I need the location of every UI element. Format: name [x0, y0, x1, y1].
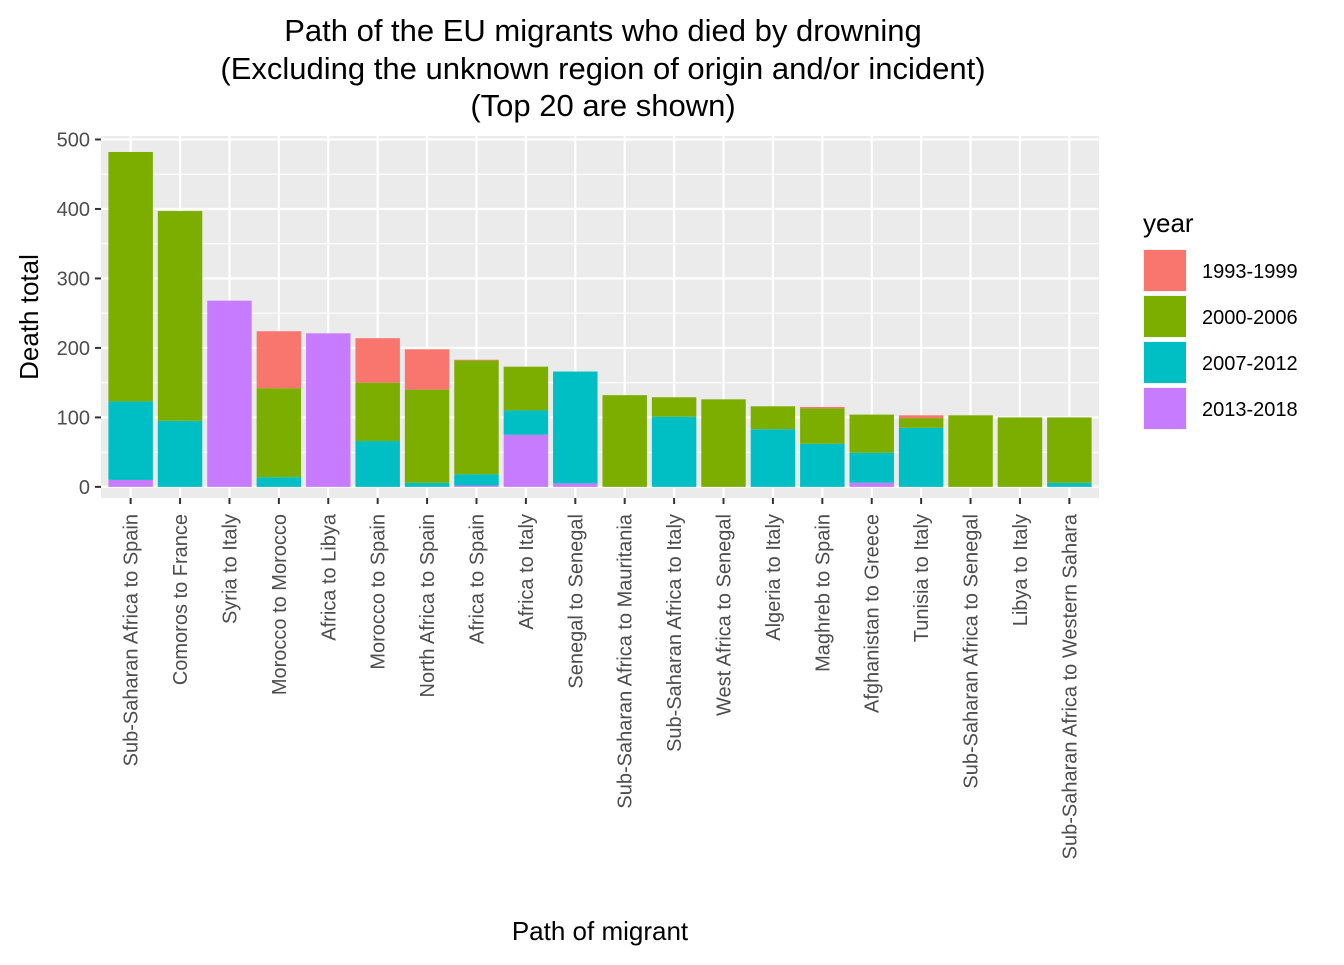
bar-africa-to-italy-2007-2012 — [503, 410, 549, 435]
bar-africa-to-spain-2013-2018 — [454, 485, 499, 487]
bar-africa-to-spain-2000-2006 — [454, 360, 499, 475]
chart-title-line-1: Path of the EU migrants who died by drow… — [284, 13, 922, 48]
bar-morocco-to-spain-1993-1999 — [355, 338, 400, 383]
bar-north-africa-to-spain-2000-2006 — [404, 389, 450, 483]
x-tick-label-comoros-to-france: Comoros to France — [170, 514, 192, 685]
bar-afghanistan-to-greece-2013-2018 — [849, 482, 894, 487]
legend-label-1993-1999: 1993-1999 — [1202, 261, 1298, 283]
legend: year 1993-1999 2000-2006 2007-2012 2013-201… — [1143, 208, 1298, 430]
bar-syria-to-italy-2013-2018 — [207, 300, 252, 487]
bar-sub-saharan-africa-to-senegal-2000-2006 — [948, 415, 993, 487]
y-tick-label: 200 — [57, 338, 90, 360]
x-tick-label-maghreb-to-spain: Maghreb to Spain — [812, 514, 834, 672]
bar-algeria-to-italy-2000-2006 — [750, 406, 796, 430]
bar-sub-saharan-africa-to-western-sahara-2000-2006 — [1047, 417, 1092, 483]
bar-senegal-to-senegal-2013-2018 — [553, 483, 598, 487]
y-tick-label: 0 — [79, 477, 90, 499]
x-tick-label-sub-saharan-africa-to-mauritania: Sub-Saharan Africa to Mauritania — [615, 513, 637, 808]
x-tick-label-africa-to-libya: Africa to Libya — [318, 513, 340, 641]
y-tick-label: 300 — [57, 268, 90, 290]
bar-north-africa-to-spain-1993-1999 — [404, 349, 450, 390]
chart-title: Path of the EU migrants who died by drow… — [220, 13, 985, 123]
bar-west-africa-to-senegal-2000-2006 — [701, 399, 746, 487]
y-tick-label: 100 — [57, 407, 90, 429]
x-tick-label-algeria-to-italy: Algeria to Italy — [763, 514, 785, 641]
x-tick-label-sub-saharan-africa-to-western-sahara: Sub-Saharan Africa to Western Sahara — [1059, 513, 1081, 859]
bar-afghanistan-to-greece-2007-2012 — [849, 452, 894, 483]
x-tick-label-sub-saharan-africa-to-italy: Sub-Saharan Africa to Italy — [664, 514, 686, 752]
legend-label-2013-2018: 2013-2018 — [1202, 399, 1298, 421]
bar-senegal-to-senegal-2007-2012 — [553, 371, 598, 484]
bar-sub-saharan-africa-to-western-sahara-2007-2012 — [1047, 482, 1092, 487]
legend-label-2007-2012: 2007-2012 — [1202, 353, 1298, 375]
bar-morocco-to-morocco-2007-2012 — [256, 477, 302, 487]
bar-tunisia-to-italy-2000-2006 — [898, 418, 944, 428]
x-axis-label: Path of migrant — [512, 916, 689, 946]
bar-algeria-to-italy-2007-2012 — [750, 429, 796, 487]
bar-tunisia-to-italy-1993-1999 — [898, 415, 944, 419]
bar-africa-to-libya-2013-2018 — [306, 333, 351, 487]
bar-sub-saharan-africa-to-italy-2007-2012 — [651, 416, 697, 487]
x-tick-label-west-africa-to-senegal: West Africa to Senegal — [714, 514, 736, 716]
bar-libya-to-italy-2000-2006 — [997, 417, 1043, 487]
legend-title: year — [1143, 208, 1194, 238]
x-axis: Sub-Saharan Africa to Spain Comoros to Fr… — [121, 498, 1081, 859]
bar-sub-saharan-africa-to-italy-2000-2006 — [651, 397, 697, 417]
bar-sub-saharan-africa-to-mauritania-2000-2006 — [602, 395, 647, 487]
legend-swatch-2000-2006 — [1144, 296, 1186, 337]
x-tick-label-north-africa-to-spain: North Africa to Spain — [417, 514, 439, 697]
bar-comoros-to-france-2000-2006 — [157, 211, 203, 421]
x-tick-label-tunisia-to-italy: Tunisia to Italy — [911, 514, 933, 642]
bar-africa-to-spain-1993-1999 — [454, 359, 499, 361]
bar-maghreb-to-spain-2000-2006 — [800, 408, 845, 444]
y-axis: 0 100 200 300 400 500 — [57, 129, 101, 499]
bar-maghreb-to-spain-2007-2012 — [800, 443, 845, 487]
y-tick-label: 500 — [57, 129, 90, 151]
legend-swatch-2013-2018 — [1144, 388, 1186, 429]
x-tick-label-senegal-to-senegal: Senegal to Senegal — [565, 514, 587, 689]
bar-sub-saharan-africa-to-spain-2013-2018 — [108, 479, 153, 487]
x-tick-label-syria-to-italy: Syria to Italy — [219, 514, 241, 624]
bar-africa-to-spain-2007-2012 — [454, 474, 499, 486]
chart-title-line-2: (Excluding the unknown region of origin … — [220, 51, 985, 86]
bar-morocco-to-spain-2000-2006 — [355, 382, 400, 442]
legend-swatch-2007-2012 — [1144, 342, 1186, 383]
legend-label-2000-2006: 2000-2006 — [1202, 307, 1298, 329]
bars — [108, 151, 1092, 487]
bar-morocco-to-morocco-1993-1999 — [256, 331, 302, 389]
chart-title-line-3: (Top 20 are shown) — [470, 88, 735, 123]
bar-africa-to-italy-2000-2006 — [503, 366, 549, 411]
y-tick-label: 400 — [57, 199, 90, 221]
x-tick-label-morocco-to-spain: Morocco to Spain — [368, 514, 390, 670]
bar-morocco-to-spain-2007-2012 — [355, 441, 400, 487]
bar-tunisia-to-italy-2007-2012 — [898, 427, 944, 487]
x-tick-label-afghanistan-to-greece: Afghanistan to Greece — [862, 514, 884, 713]
bar-africa-to-italy-2013-2018 — [503, 434, 549, 487]
bar-north-africa-to-spain-2007-2012 — [404, 482, 450, 487]
bar-afghanistan-to-greece-2000-2006 — [849, 414, 894, 453]
bar-maghreb-to-spain-1993-1999 — [800, 406, 845, 409]
x-tick-label-morocco-to-morocco: Morocco to Morocco — [269, 514, 291, 695]
bar-comoros-to-france-2007-2012 — [157, 420, 203, 487]
y-axis-label: Death total — [14, 254, 44, 380]
x-tick-label-sub-saharan-africa-to-senegal: Sub-Saharan Africa to Senegal — [961, 514, 983, 789]
x-tick-label-libya-to-italy: Libya to Italy — [1010, 514, 1032, 626]
bar-sub-saharan-africa-to-spain-2007-2012 — [108, 401, 153, 480]
x-tick-label-africa-to-spain: Africa to Spain — [466, 514, 488, 644]
x-tick-label-sub-saharan-africa-to-spain: Sub-Saharan Africa to Spain — [121, 514, 143, 766]
x-tick-label-africa-to-italy: Africa to Italy — [516, 514, 538, 630]
bar-sub-saharan-africa-to-spain-2000-2006 — [108, 151, 153, 402]
legend-swatch-1993-1999 — [1144, 250, 1186, 291]
legend-items: 1993-1999 2000-2006 2007-2012 2013-2018 — [1143, 249, 1298, 430]
bar-morocco-to-morocco-2000-2006 — [256, 388, 302, 478]
